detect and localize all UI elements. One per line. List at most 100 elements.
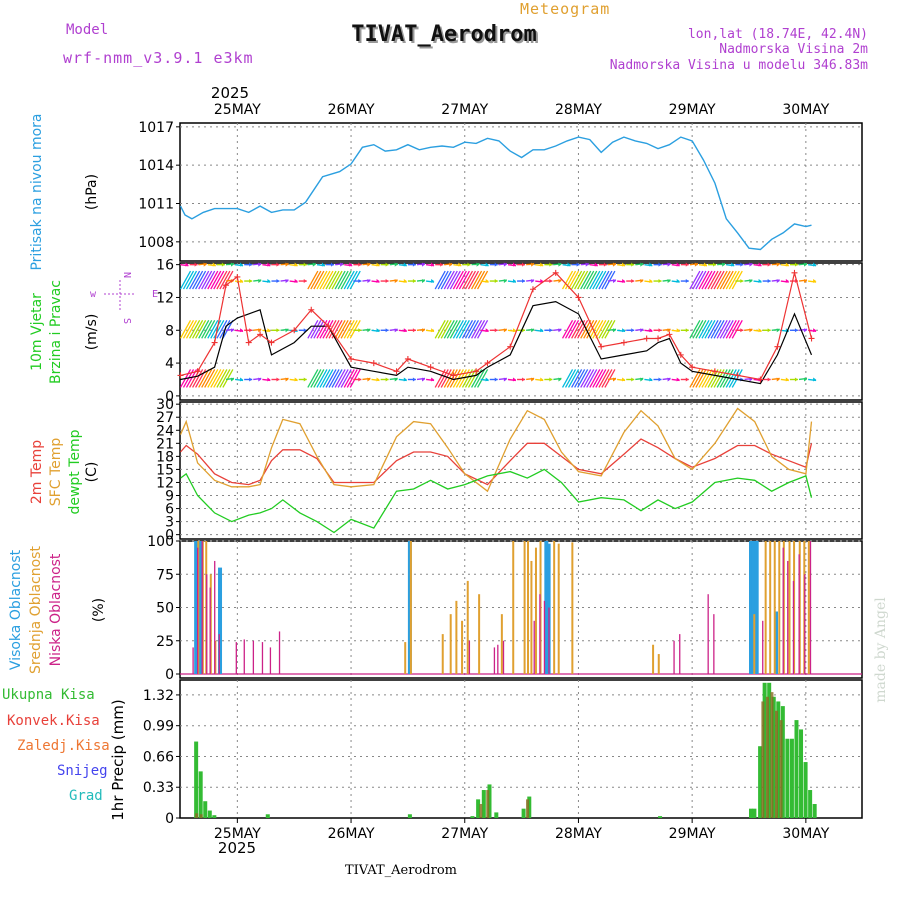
wind-barb-hatch — [464, 369, 477, 388]
wind-barb-hatch — [722, 319, 734, 339]
wind-legend-w: w — [90, 289, 97, 300]
wind-barb-head — [230, 377, 234, 382]
wind-barb-head — [685, 279, 689, 284]
wind-barb-head — [285, 328, 289, 333]
precip-bar-total — [212, 815, 217, 818]
wind-barb-hatch — [334, 319, 346, 339]
gust-marker — [211, 339, 218, 346]
wind-barb-head — [749, 377, 753, 382]
wind-barb-hatch — [477, 319, 489, 339]
wind-barb-head — [531, 279, 535, 284]
wind-barb-hatch — [722, 369, 734, 388]
panel-frame — [179, 401, 863, 540]
wind-barb-hatch — [710, 319, 722, 339]
cloud-bar — [778, 541, 781, 675]
wind-barb-head — [394, 262, 398, 267]
wind-barb-head — [640, 377, 644, 382]
wind-barb-head — [412, 262, 416, 267]
wind-barb-hatch — [561, 319, 574, 339]
wind-barb-hatch — [564, 369, 577, 388]
wind-barb-head — [376, 279, 380, 284]
cloud-ylabel: Visoka Oblacnost — [8, 549, 24, 670]
wind-barb-hatch — [689, 270, 701, 290]
wind-barb-head — [367, 279, 371, 284]
wind-barb-head — [276, 377, 280, 382]
wind-barb-hatch — [346, 369, 358, 388]
wind-barb-head — [603, 262, 607, 267]
wind-barb-head — [258, 328, 262, 333]
wind-barb-hatch — [713, 270, 725, 290]
bottom-day-label: 29MAY — [669, 826, 716, 842]
wind-barb-hatch — [719, 270, 731, 290]
wind-barb-head — [549, 328, 553, 333]
wind-barb-head — [776, 328, 780, 333]
wind-barb-head — [549, 262, 553, 267]
y-tick-label: 6 — [165, 502, 174, 518]
wind-barb-head — [340, 262, 344, 267]
wind-barb-hatch — [567, 319, 580, 339]
wind-barb-head — [294, 279, 298, 284]
cloud-bar — [657, 654, 660, 675]
wind-barb-head — [749, 328, 753, 333]
wind-barb-hatch — [589, 369, 601, 388]
wind-legend-cross — [104, 280, 136, 310]
cloud-bar — [792, 580, 795, 675]
panel-cloud: 0 25 50 75 100 Visoka Oblacnost Srednja Oblacn… — [8, 534, 863, 683]
y-tick-label: 1008 — [138, 235, 174, 251]
cloud-bar — [218, 567, 223, 675]
cloud-bar — [782, 547, 784, 675]
wind-barb-head — [431, 328, 435, 333]
station-title-shadow: TIVAT_Aerodrom — [353, 24, 538, 49]
wind-barb-head — [303, 377, 307, 382]
precip-legend-item: Grad — [69, 788, 103, 804]
wind-barb-hatch — [561, 270, 574, 290]
wind-barb-hatch — [571, 270, 583, 290]
wind-barb-head — [794, 377, 798, 382]
top-day-label: 28MAY — [555, 102, 602, 118]
wind-barb-hatch — [728, 270, 740, 290]
precip-bar-total — [658, 816, 663, 818]
wind-barb-head — [394, 377, 398, 382]
wind-barb-hatch — [349, 319, 361, 339]
wind-barb-hatch — [213, 369, 225, 388]
wind-barb-head — [613, 377, 617, 382]
wind-barb-head — [522, 328, 526, 333]
wind-barb-head — [558, 279, 562, 284]
cloud-bar — [197, 547, 199, 675]
wind-barb-hatch — [577, 270, 589, 290]
wind-barb-hatch — [695, 369, 707, 388]
wind-barb-head — [267, 279, 271, 284]
cloud-bar — [235, 642, 237, 675]
wind-barb-hatch — [713, 319, 725, 339]
wind-barb-head — [813, 262, 817, 267]
bottom-day-label: 30MAY — [782, 826, 829, 842]
cloud-bar — [441, 634, 444, 675]
wind-barb-hatch — [595, 270, 607, 290]
wind-barb-head — [476, 262, 480, 267]
wind-barb-head — [412, 328, 416, 333]
wind-barb-hatch — [716, 270, 728, 290]
cloud-bar — [201, 541, 203, 675]
wind-barb-hatch — [474, 319, 486, 339]
wind-barb-head — [503, 328, 507, 333]
wind-barb-head — [658, 279, 662, 284]
gust-marker — [666, 331, 673, 338]
wind-barb-head — [403, 279, 407, 284]
wind-barb-hatch — [443, 319, 455, 339]
bottom-day-label: 27MAY — [441, 826, 488, 842]
wind-barb-hatch — [328, 319, 340, 339]
wind-barb-head — [776, 262, 780, 267]
wind-barb-head — [694, 262, 698, 267]
wind-barb-hatch — [307, 270, 319, 290]
wind-barb-hatch — [574, 369, 586, 388]
cloud-bar — [809, 541, 812, 675]
cloud-bar — [751, 541, 756, 675]
wind-barb-head — [421, 328, 425, 333]
wind-barb-hatch — [583, 369, 595, 388]
wind-barb-hatch — [201, 369, 213, 388]
wind-barb-hatch — [325, 270, 337, 290]
cloud-bar — [243, 639, 245, 675]
wind-barb-head — [813, 279, 817, 284]
wind-barb-hatch — [601, 319, 613, 339]
